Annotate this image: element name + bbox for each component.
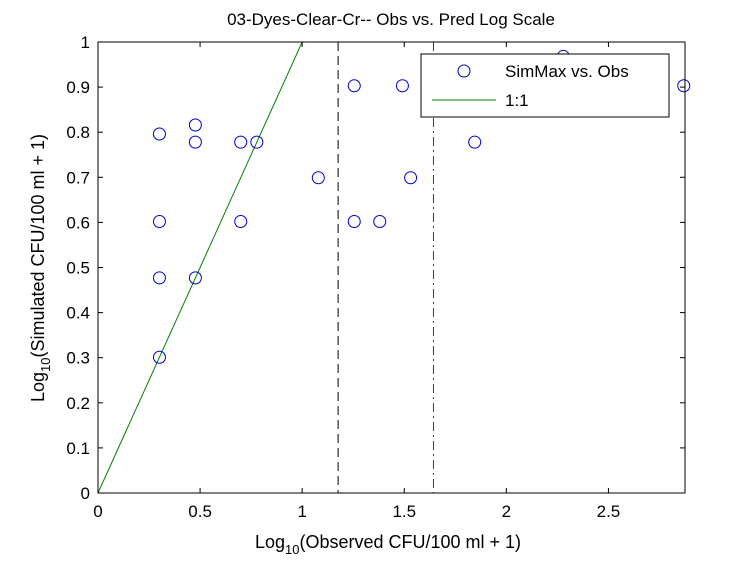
y-tick-label: 0.2	[66, 394, 90, 413]
y-tick-label: 0.3	[66, 349, 90, 368]
y-tick-label: 0.6	[66, 213, 90, 232]
data-point	[347, 79, 361, 93]
data-point	[311, 171, 325, 185]
y-tick-label: 0.5	[66, 259, 90, 278]
y-tick-label: 0.7	[66, 168, 90, 187]
data-point	[234, 135, 248, 149]
legend: SimMax vs. Obs 1:1	[420, 53, 670, 118]
legend-marker-simmax	[457, 64, 471, 78]
data-point	[468, 135, 482, 149]
data-point	[404, 171, 418, 185]
data-point	[188, 135, 202, 149]
y-tick-label: 0	[81, 484, 90, 503]
data-point	[677, 79, 691, 93]
legend-box	[420, 53, 670, 118]
y-tick-label: 1	[81, 33, 90, 52]
y-axis-ticks: 0 0.1 0.2 0.3 0.4 0.5 0.6 0.7 0.8 0.9 1	[66, 33, 685, 503]
data-point	[152, 350, 166, 364]
data-point	[188, 271, 202, 285]
data-point	[347, 214, 361, 228]
x-tick-label: 2.5	[597, 502, 621, 521]
x-tick-label: 2	[502, 502, 511, 521]
x-tick-label: 0.5	[188, 502, 212, 521]
data-point	[234, 214, 248, 228]
data-point	[188, 118, 202, 132]
data-point	[395, 79, 409, 93]
x-tick-label: 1.5	[392, 502, 416, 521]
y-tick-label: 0.8	[66, 123, 90, 142]
x-tick-label: 0	[93, 502, 102, 521]
y-tick-label: 0.4	[66, 304, 90, 323]
data-point	[373, 214, 387, 228]
reference-lines	[337, 42, 434, 493]
x-axis-label: Log10(Observed CFU/100 ml + 1)	[255, 532, 521, 557]
series-lines	[98, 42, 303, 493]
x-tick-label: 1	[297, 502, 306, 521]
y-tick-label: 0.1	[66, 439, 90, 458]
data-point	[152, 214, 166, 228]
data-point	[250, 135, 264, 149]
y-tick-label: 0.9	[66, 78, 90, 97]
one-to-one-line	[98, 42, 303, 493]
data-point	[152, 127, 166, 141]
chart-title: 03-Dyes-Clear-Cr-- Obs vs. Pred Log Scal…	[227, 10, 555, 29]
legend-label-1to1: 1:1	[505, 91, 529, 110]
x-axis-ticks: 0 0.5 1 1.5 2 2.5	[93, 42, 620, 521]
legend-label-simmax: SimMax vs. Obs	[505, 62, 629, 81]
y-axis-label: Log10(Simulated CFU/100 ml + 1)	[28, 134, 53, 402]
data-point	[152, 271, 166, 285]
